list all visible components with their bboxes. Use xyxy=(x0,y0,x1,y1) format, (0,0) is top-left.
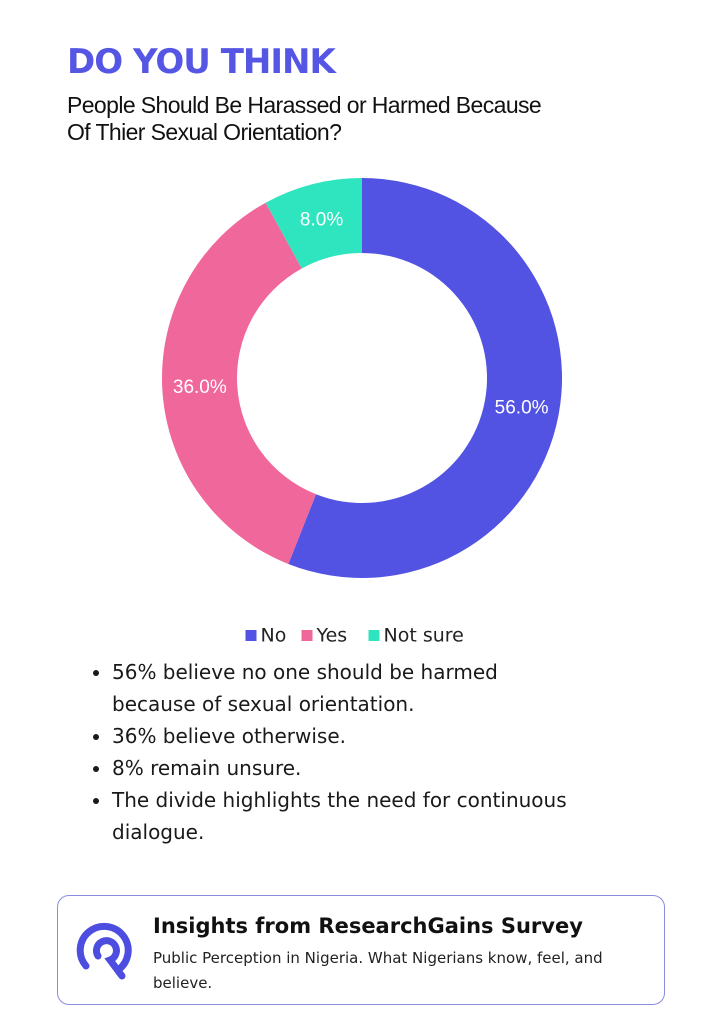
subtitle: People Should Be Harassed or Harmed Beca… xyxy=(67,92,542,145)
logo xyxy=(76,922,132,980)
legend-swatch xyxy=(245,630,257,641)
chart: 56.0% 36.0% 8.0% No Yes Not sure xyxy=(162,178,562,647)
note: 8% remain unsure. xyxy=(112,752,582,784)
data-label: 56.0% xyxy=(495,397,549,418)
legend-label: Yes xyxy=(316,625,348,647)
legend-label: Not sure xyxy=(384,625,464,647)
title: DO YOU THINK xyxy=(67,42,336,82)
note: The divide highlights the need for conti… xyxy=(112,784,582,848)
data-label: 8.0% xyxy=(300,210,343,231)
slice xyxy=(288,178,562,578)
footer-card: Insights from ResearchGains Survey Publi… xyxy=(57,895,665,1005)
note: 36% believe otherwise. xyxy=(112,720,582,752)
data-label: 36.0% xyxy=(173,377,227,398)
footer-title: Insights from ResearchGains Survey xyxy=(153,914,583,938)
notes: 56% believe no one should be harmed beca… xyxy=(92,656,582,848)
slice xyxy=(265,178,362,269)
note: 56% believe no one should be harmed beca… xyxy=(112,656,582,720)
slice xyxy=(162,202,316,564)
footer-text: Public Perception in Nigeria. What Niger… xyxy=(153,949,603,992)
legend-swatch xyxy=(368,630,380,641)
legend-label: No xyxy=(261,625,287,647)
legend-swatch xyxy=(301,630,313,641)
